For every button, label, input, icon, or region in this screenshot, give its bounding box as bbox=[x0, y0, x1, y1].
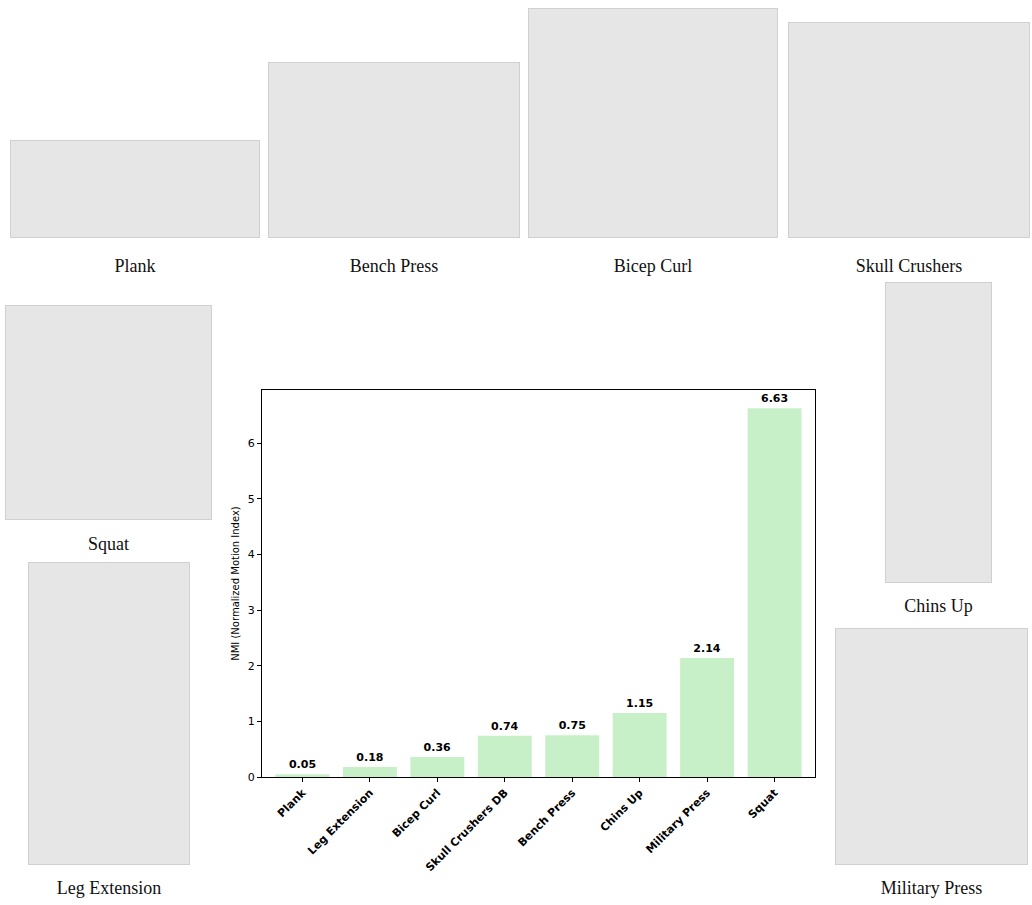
html-text:Chins Up: Chins Up bbox=[904, 596, 973, 616]
svg-text:0.18: 0.18 bbox=[356, 751, 383, 764]
svg-text:6: 6 bbox=[248, 437, 255, 450]
html-text:Squat: Squat bbox=[88, 534, 129, 554]
html-text:Skull Crushers: Skull Crushers bbox=[855, 256, 963, 276]
html-text:Bicep Curl: Bicep Curl bbox=[613, 256, 693, 276]
svg-text:4: 4 bbox=[248, 548, 255, 561]
svg-text:0.75: 0.75 bbox=[559, 719, 586, 732]
svg-text:2.14: 2.14 bbox=[693, 642, 720, 655]
svg-text:Bench Press: Bench Press bbox=[515, 786, 578, 849]
svg-text:Squat: Squat bbox=[746, 787, 781, 822]
svg-text:3: 3 bbox=[248, 604, 255, 617]
svg-text:Leg Extension: Leg Extension bbox=[305, 787, 376, 858]
svg-text:0: 0 bbox=[248, 771, 255, 784]
svg-text:1: 1 bbox=[248, 715, 255, 728]
svg-text:0.74: 0.74 bbox=[491, 720, 518, 733]
svg-text:1.15: 1.15 bbox=[626, 697, 653, 710]
html-text:Military Press: Military Press bbox=[880, 878, 983, 898]
svg-text:0.05: 0.05 bbox=[289, 758, 316, 771]
svg-text:Plank: Plank bbox=[275, 786, 309, 820]
svg-text:Military Press: Military Press bbox=[644, 786, 714, 856]
svg-text:0.36: 0.36 bbox=[424, 741, 451, 754]
svg-text:5: 5 bbox=[248, 493, 255, 506]
svg-text:Skull Crushers DB: Skull Crushers DB bbox=[423, 787, 511, 875]
svg-text:Bicep Curl: Bicep Curl bbox=[390, 787, 444, 841]
svg-text:6.63: 6.63 bbox=[761, 392, 788, 405]
svg-text:2: 2 bbox=[248, 660, 255, 673]
html-text:Leg Extension: Leg Extension bbox=[56, 878, 162, 898]
html-text:Plank: Plank bbox=[114, 256, 156, 276]
svg-text:NMI (Normalized Motion Index): NMI (Normalized Motion Index) bbox=[230, 506, 241, 661]
svg-text:Chins Up: Chins Up bbox=[598, 786, 646, 834]
html-text:Bench Press: Bench Press bbox=[349, 256, 439, 276]
